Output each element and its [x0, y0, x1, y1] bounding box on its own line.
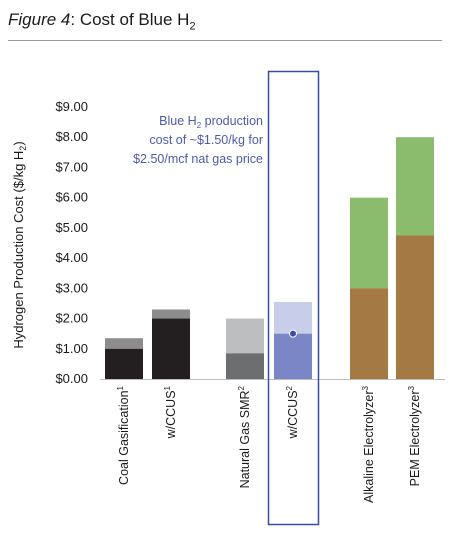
figure-label: Figure 4: [8, 10, 71, 29]
x-tick-label: Coal Gasification1: [116, 385, 131, 485]
x-tick-label: w/CCUS2: [285, 385, 300, 439]
y-tick-label: $4.00: [55, 250, 88, 265]
bar-lower-segment: [152, 318, 190, 379]
y-tick-label: $0.00: [55, 371, 88, 386]
y-tick-label: $8.00: [55, 129, 88, 144]
y-tick-label: $6.00: [55, 190, 88, 205]
y-tick-label: $3.00: [55, 280, 88, 295]
bar-upper-segment: [152, 309, 190, 319]
y-axis-label: Hydrogen Production Cost ($/kg H2): [11, 141, 28, 348]
x-tick-label: w/CCUS1: [163, 385, 178, 439]
y-tick-label: $1.00: [55, 341, 88, 356]
y-axis-ticks: $0.00 $1.00 $2.00 $3.00 $4.00 $5.00 $6.00 $7.00…: [55, 99, 88, 386]
highlight-box: [267, 70, 320, 526]
y-tick-label: $2.00: [55, 311, 88, 326]
y-tick-label: $7.00: [55, 159, 88, 174]
bar-lower-segment: [350, 288, 388, 379]
bar-upper-segment: [350, 197, 388, 289]
x-tick-label: Natural Gas SMR2: [237, 385, 252, 488]
bars: [105, 137, 434, 379]
bar-lower-segment: [396, 235, 434, 379]
x-tick-label: PEM Electrolyzer3: [407, 385, 422, 486]
figure-title-text: : Cost of Blue H: [70, 10, 190, 29]
y-tick-label: $5.00: [55, 220, 88, 235]
bar-lower-segment: [105, 348, 143, 379]
bar-upper-segment: [396, 137, 434, 236]
bar-lower-segment: [274, 333, 312, 379]
bar-upper-segment: [274, 301, 312, 334]
highlight-point: [289, 329, 297, 338]
y-tick-label: $9.00: [55, 99, 88, 114]
x-axis-labels: Coal Gasification1 w/CCUS1 Natural Gas SMR…: [116, 385, 422, 503]
x-tick-label: Alkaline Electrolyzer3: [361, 385, 376, 503]
highlight-annotation: Blue H2 production cost of ~$1.50/kg for $…: [133, 114, 263, 166]
highlight-group: Blue H2 production cost of ~$1.50/kg for $…: [133, 70, 320, 526]
bar-upper-segment: [226, 318, 264, 354]
bar-lower-segment: [226, 353, 264, 379]
figure-header: Figure 4: Cost of Blue H2: [8, 6, 442, 41]
bar-upper-segment: [105, 338, 143, 349]
figure-title: Figure 4: Cost of Blue H2: [8, 10, 196, 32]
figure-title-subscript: 2: [189, 20, 196, 33]
